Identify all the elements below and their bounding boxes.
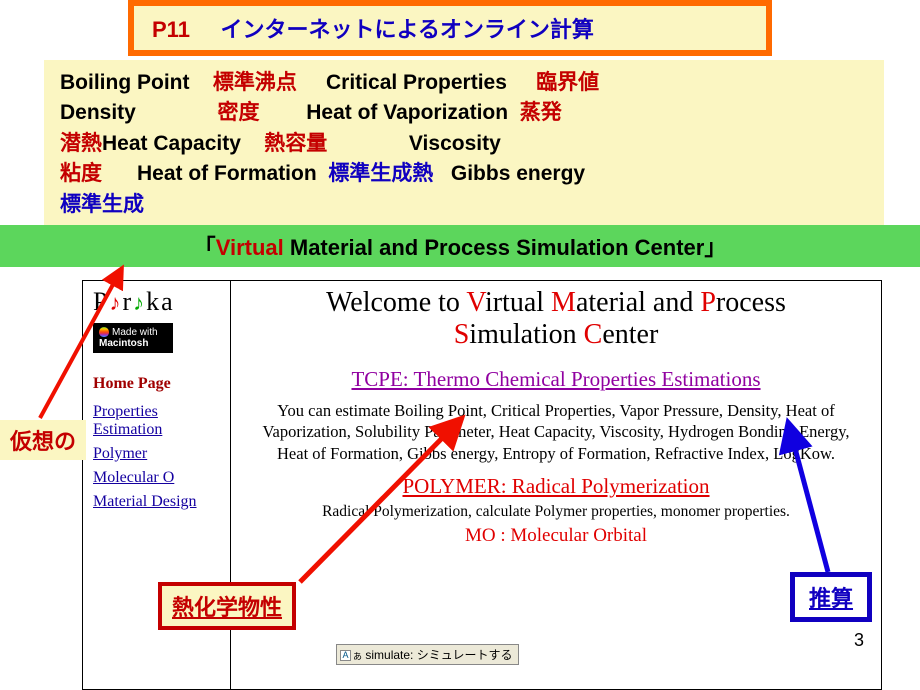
banner-rest: Material and Process Simulation Center」 — [284, 235, 727, 260]
mo-heading: MO : Molecular Orbital — [245, 525, 867, 547]
title-prefix: P11 — [152, 17, 190, 42]
tcpe-description: You can estimate Boiling Point, Critical… — [245, 400, 867, 464]
callout-virtual: 仮想の — [0, 420, 86, 460]
prop-row: Boiling Point 標準沸点 Critical Properties 臨… — [60, 68, 868, 98]
pirika-logo: P♪r♪ka — [93, 287, 224, 317]
title-text: インターネットによるオンライン計算 — [221, 17, 594, 42]
center-banner: 「Virtual Material and Process Simulation… — [0, 225, 920, 267]
simulate-label: simulate: シミュレートする — [365, 648, 512, 662]
tcpe-link[interactable]: TCPE: Thermo Chemical Properties Estimat… — [351, 367, 760, 392]
banner-virtual: Virtual — [216, 235, 284, 260]
macintosh-badge: Made withMacintosh — [93, 323, 173, 353]
sidebar-home: Home Page — [93, 375, 224, 393]
callout-estimation: 推算 — [790, 572, 872, 622]
sidebar-link-polymer[interactable]: Polymer — [93, 445, 224, 463]
banner-bracket: 「 — [194, 235, 216, 260]
page-number: 3 — [854, 630, 864, 651]
prop-row: 潜熱Heat Capacity 熱容量 Viscosity — [60, 129, 868, 159]
site-main: Welcome to Virtual Material and Process … — [231, 281, 881, 553]
prop-row: 標準生成 — [60, 190, 868, 220]
prop-row: Density 密度 Heat of Vaporization 蒸発 — [60, 98, 868, 128]
properties-list: Boiling Point 標準沸点 Critical Properties 臨… — [44, 60, 884, 235]
sidebar-link-material[interactable]: Material Design — [93, 493, 224, 511]
sidebar-link-molecular[interactable]: Molecular O — [93, 469, 224, 487]
slide-title: P11 インターネットによるオンライン計算 — [128, 0, 772, 56]
polymer-description: Radical Polymerization, calculate Polyme… — [245, 503, 867, 521]
prop-row: 粘度 Heat of Formation 標準生成熱 Gibbs energy — [60, 159, 868, 189]
simulate-tooltip: Aあ simulate: シミュレートする — [336, 644, 519, 665]
welcome-heading: Welcome to Virtual Material and Process … — [245, 287, 867, 351]
sidebar-link-properties[interactable]: Properties Estimation — [93, 403, 224, 439]
polymer-link[interactable]: POLYMER: Radical Polymerization — [402, 474, 709, 499]
translate-icon: A — [340, 650, 351, 661]
callout-thermochem: 熱化学物性 — [158, 582, 296, 630]
